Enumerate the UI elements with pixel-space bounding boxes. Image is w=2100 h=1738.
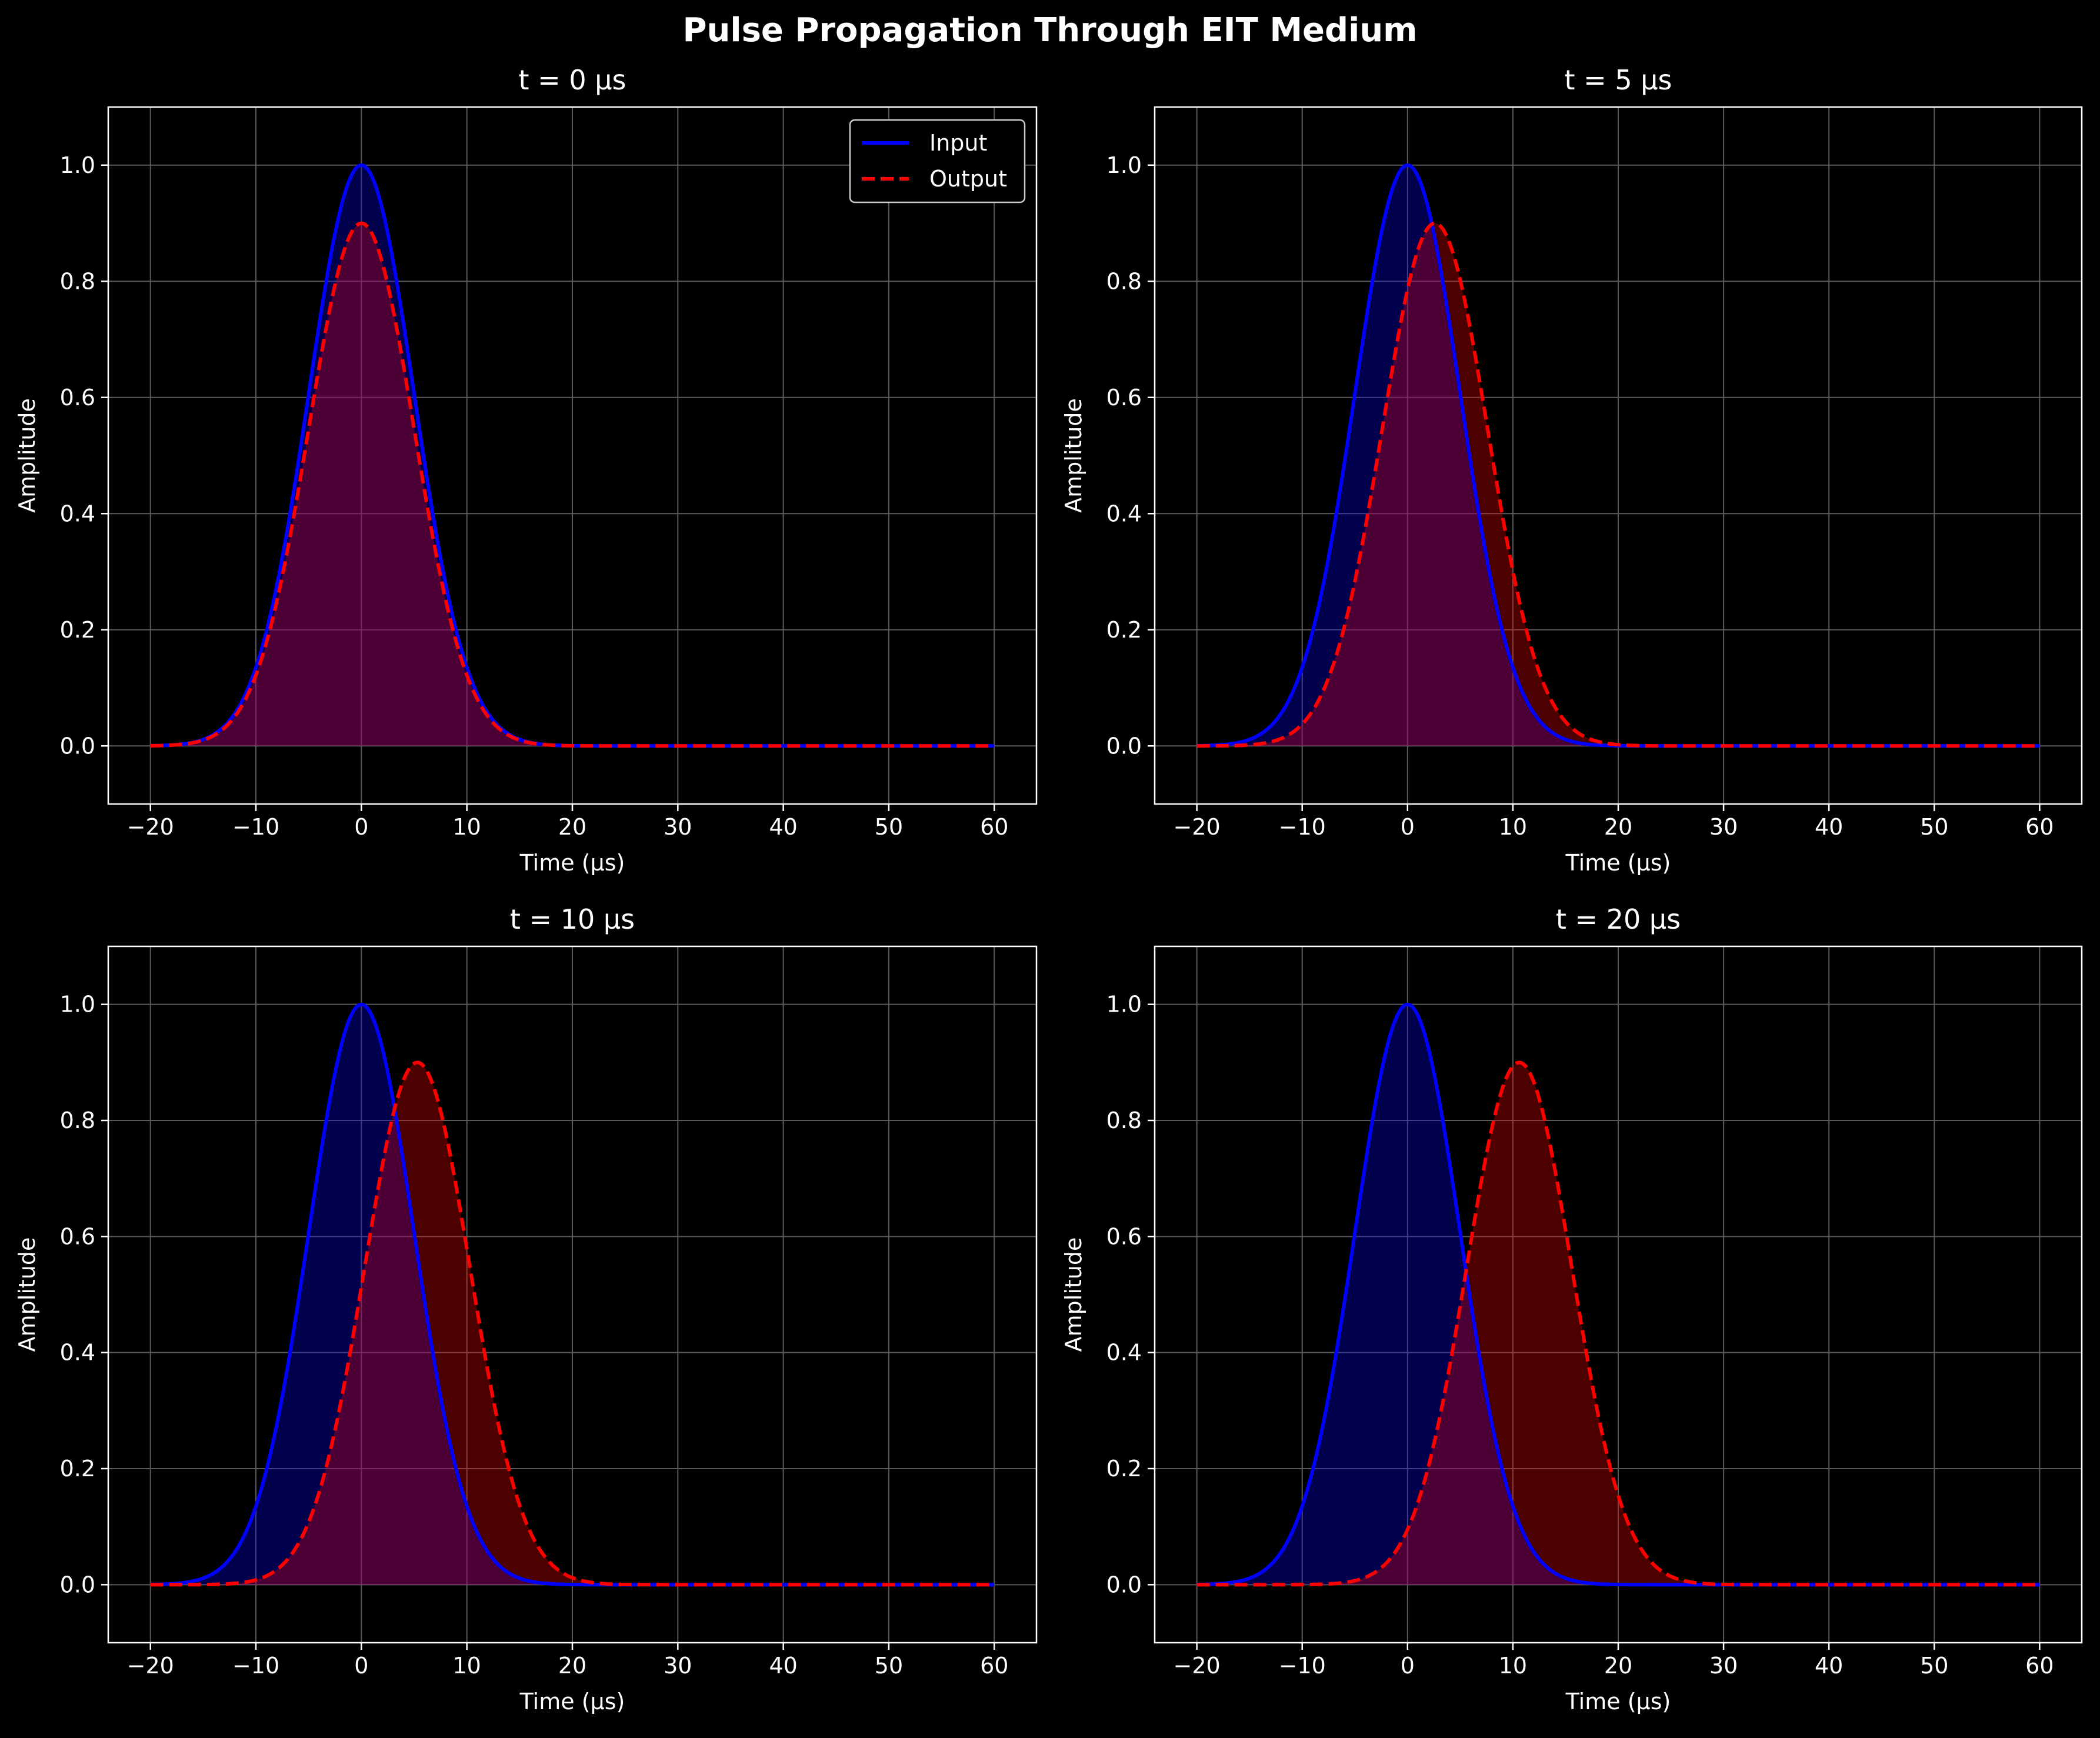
area-fill-input: [150, 165, 995, 746]
x-tick-label: 0: [354, 1653, 368, 1679]
x-tick-label: 50: [1920, 814, 1948, 840]
x-tick-label: 10: [453, 1653, 481, 1679]
panel-title: t = 10 μs: [510, 903, 635, 935]
y-tick-label: 1.0: [1106, 992, 1142, 1018]
y-axis-label: Amplitude: [14, 398, 40, 513]
x-tick-label: 20: [1604, 1653, 1632, 1679]
area-fill-input: [1196, 165, 2040, 746]
x-tick-label: 20: [558, 814, 586, 840]
plot-area: [1155, 946, 2082, 1643]
area-fill-input: [150, 1004, 995, 1585]
area-fill-input: [1196, 1004, 2040, 1585]
x-tick-label: 60: [980, 1653, 1008, 1679]
x-tick-label: 0: [1401, 1653, 1415, 1679]
x-axis-label: Time (μs): [1565, 1689, 1671, 1714]
y-tick-label: 0.6: [60, 385, 95, 411]
x-tick-label: 30: [664, 814, 692, 840]
x-tick-label: 60: [2025, 814, 2054, 840]
y-tick-label: 0.2: [60, 1456, 95, 1482]
y-tick-label: 0.8: [1106, 268, 1142, 294]
x-tick-label: 30: [664, 1653, 692, 1679]
y-tick-label: 0.8: [1106, 1107, 1142, 1133]
panel-2: −20 −10 0 10 20 30 40 50 60 0.0 0.2 0.4 0.6 0.8 1.0 t =…: [1061, 64, 2083, 876]
x-axis-label: Time (μs): [519, 1689, 625, 1714]
x-tick-label: 10: [453, 814, 481, 840]
y-axis-label: Amplitude: [1061, 1237, 1086, 1352]
y-tick-label: 0.6: [1106, 1223, 1142, 1249]
x-tick-label: 10: [1499, 814, 1527, 840]
y-tick-label: 0.6: [60, 1223, 95, 1249]
panel-title: t = 0 μs: [519, 64, 626, 96]
legend-input-label: Input: [929, 130, 987, 156]
y-tick-label: 0.8: [60, 268, 95, 294]
x-tick-label: −10: [232, 814, 279, 840]
figure-title: Pulse Propagation Through EIT Medium: [682, 11, 1417, 49]
y-tick-label: 0.0: [1106, 1572, 1142, 1597]
panel-title: t = 5 μs: [1565, 64, 1672, 96]
y-tick-label: 0.0: [1106, 733, 1142, 759]
series-line-output: [1196, 221, 2040, 748]
x-tick-label: −10: [232, 1653, 279, 1679]
x-tick-label: 0: [354, 814, 368, 840]
y-tick-label: 0.0: [60, 1572, 95, 1597]
x-tick-label: −20: [1174, 1653, 1221, 1679]
y-tick-label: 0.0: [60, 733, 95, 759]
y-tick-label: 0.4: [60, 1340, 95, 1366]
legend-frame: [849, 119, 1026, 204]
x-tick-label: 20: [558, 1653, 586, 1679]
y-tick-label: 0.6: [1106, 385, 1142, 411]
plot-area: [108, 946, 1036, 1643]
panel-3: −20 −10 0 10 20 30 40 50 60 0.0 0.2 0.4 0.6 0.8 1.0 t =…: [14, 903, 1038, 1714]
y-tick-label: 0.2: [1106, 1456, 1142, 1482]
y-tick-label: 0.2: [60, 617, 95, 643]
series-line-output: [150, 1060, 995, 1587]
y-tick-label: 0.4: [1106, 501, 1142, 526]
area-fill-output: [1196, 223, 2040, 746]
panel-4: −20 −10 0 10 20 30 40 50 60 0.0 0.2 0.4 0.6 0.8 1.0 t =…: [1061, 903, 2083, 1714]
x-tick-label: 60: [980, 814, 1008, 840]
panel-title: t = 20 μs: [1556, 903, 1681, 935]
legend: Input Output: [849, 119, 1026, 204]
x-tick-label: −20: [1174, 814, 1221, 840]
series-line-output: [1196, 1060, 2040, 1587]
y-tick-label: 1.0: [60, 992, 95, 1018]
x-tick-label: 40: [1815, 814, 1843, 840]
series-line-output: [150, 221, 995, 748]
x-axis-label: Time (μs): [519, 850, 625, 876]
x-tick-label: 10: [1499, 1653, 1527, 1679]
plot-area: [1155, 107, 2082, 804]
x-tick-label: −20: [127, 1653, 174, 1679]
x-tick-label: −10: [1279, 814, 1326, 840]
x-axis-label: Time (μs): [1565, 850, 1671, 876]
x-tick-label: 50: [875, 814, 903, 840]
area-fill-output: [150, 1062, 995, 1585]
x-tick-label: −10: [1279, 1653, 1326, 1679]
plot-area: [108, 107, 1036, 804]
legend-output-label: Output: [929, 166, 1007, 192]
x-tick-label: 0: [1401, 814, 1415, 840]
x-tick-label: 50: [1920, 1653, 1948, 1679]
y-tick-label: 1.0: [1106, 152, 1142, 178]
x-tick-label: 40: [769, 1653, 797, 1679]
x-tick-label: 60: [2025, 1653, 2054, 1679]
x-tick-label: 40: [769, 814, 797, 840]
y-tick-label: 0.8: [60, 1107, 95, 1133]
y-tick-label: 0.4: [60, 501, 95, 526]
area-fill-output: [150, 223, 995, 746]
y-tick-label: 1.0: [60, 152, 95, 178]
y-axis-label: Amplitude: [1061, 398, 1086, 513]
x-tick-label: −20: [127, 814, 174, 840]
panel-1: −20 −10 0 10 20 30 40 50 60 0.0 0.2 0.4 0.6 0.8 1.0 t =…: [14, 64, 1038, 876]
x-tick-label: 30: [1709, 1653, 1738, 1679]
x-tick-label: 30: [1709, 814, 1738, 840]
y-axis-label: Amplitude: [14, 1237, 40, 1352]
y-tick-label: 0.2: [1106, 617, 1142, 643]
x-tick-label: 40: [1815, 1653, 1843, 1679]
y-tick-label: 0.4: [1106, 1340, 1142, 1366]
x-tick-label: 20: [1604, 814, 1632, 840]
x-tick-label: 50: [875, 1653, 903, 1679]
